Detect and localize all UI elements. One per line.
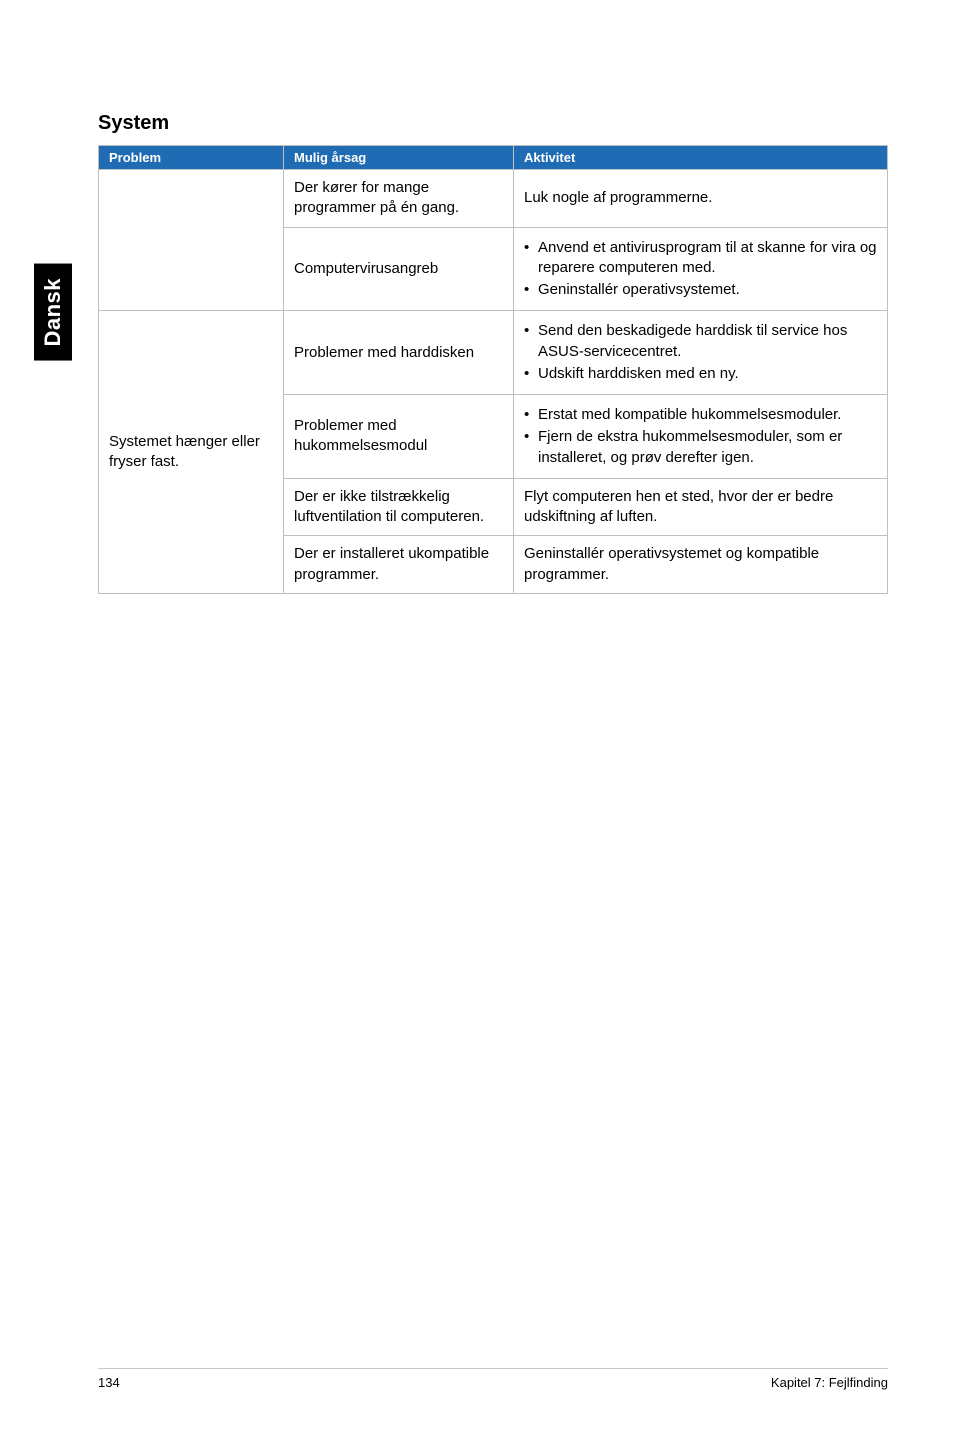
cell-cause: Computervirusangreb: [284, 227, 514, 311]
action-list-item: Send den beskadigede harddisk til servic…: [524, 321, 877, 362]
action-list: Erstat med kompatible hukommelsesmoduler…: [524, 405, 877, 468]
action-list: Anvend et antivirusprogram til at skanne…: [524, 238, 877, 301]
table-header-row: Problem Mulig årsag Aktivitet: [99, 146, 888, 170]
cell-action: Erstat med kompatible hukommelsesmoduler…: [514, 395, 888, 479]
page-number: 134: [98, 1375, 120, 1390]
action-list-item: Udskift harddisken med en ny.: [524, 364, 877, 384]
cell-action: Send den beskadigede harddisk til servic…: [514, 311, 888, 395]
cell-action: Geninstallér operativsystemet og kompati…: [514, 536, 888, 594]
cell-problem: Systemet hænger eller fryser fast.: [99, 311, 284, 594]
cell-cause: Problemer med harddisken: [284, 311, 514, 395]
action-list-item: Fjern de ekstra hukommelsesmoduler, som …: [524, 427, 877, 468]
col-header-cause: Mulig årsag: [284, 146, 514, 170]
cell-action: Anvend et antivirusprogram til at skanne…: [514, 227, 888, 311]
cell-problem: [99, 170, 284, 311]
cell-cause: Problemer med hukommelsesmodul: [284, 395, 514, 479]
page-footer: 134 Kapitel 7: Fejlfinding: [98, 1368, 888, 1390]
action-list-item: Geninstallér operativsystemet.: [524, 280, 877, 300]
col-header-problem: Problem: [99, 146, 284, 170]
table-row: Der kører for mange programmer på én gan…: [99, 170, 888, 228]
cell-action: Flyt computeren hen et sted, hvor der er…: [514, 478, 888, 536]
troubleshoot-table: Problem Mulig årsag Aktivitet Der kører …: [98, 145, 888, 594]
chapter-label: Kapitel 7: Fejlfinding: [771, 1375, 888, 1390]
cell-action: Luk nogle af programmerne.: [514, 170, 888, 228]
col-header-action: Aktivitet: [514, 146, 888, 170]
cell-cause: Der er ikke tilstrækkelig luftventilatio…: [284, 478, 514, 536]
action-list-item: Anvend et antivirusprogram til at skanne…: [524, 238, 877, 279]
cell-cause: Der kører for mange programmer på én gan…: [284, 170, 514, 228]
language-side-tab: Dansk: [34, 264, 72, 361]
cell-cause: Der er installeret ukompatible programme…: [284, 536, 514, 594]
action-list: Send den beskadigede harddisk til servic…: [524, 321, 877, 384]
section-title: System: [98, 112, 888, 135]
action-list-item: Erstat med kompatible hukommelsesmoduler…: [524, 405, 877, 425]
main-content: System Problem Mulig årsag Aktivitet Der…: [98, 112, 888, 594]
table-row: Systemet hænger eller fryser fast. Probl…: [99, 311, 888, 395]
